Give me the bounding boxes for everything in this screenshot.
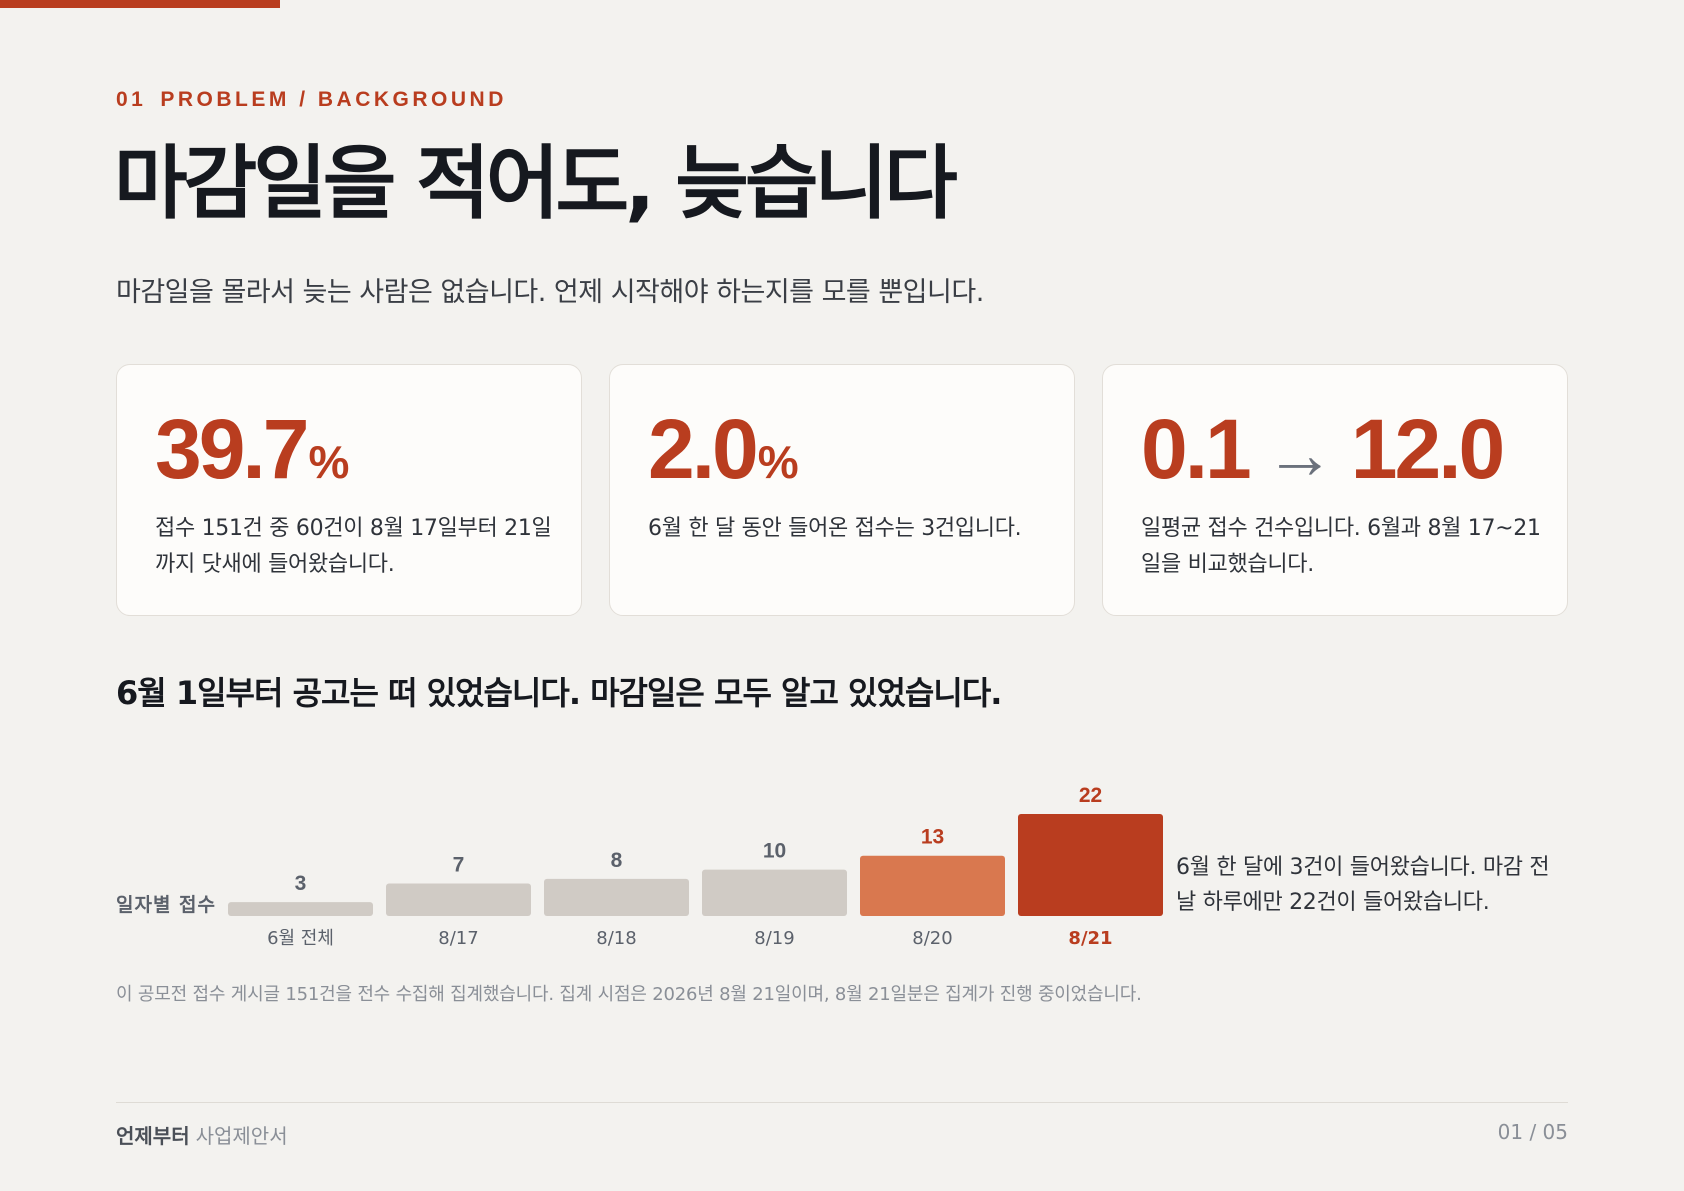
right-arrow-icon: → bbox=[1264, 415, 1335, 493]
bar-category-label: 8/17 bbox=[438, 928, 478, 949]
stat-unit: % bbox=[757, 436, 799, 488]
document-type: 사업제안서 bbox=[195, 1124, 288, 1148]
bar-value-label: 10 bbox=[763, 840, 786, 863]
stat-value: 0.1 → 12.0 bbox=[1141, 401, 1505, 498]
bar-2 bbox=[544, 878, 689, 916]
chart-axis-label: 일자별 접수 bbox=[116, 894, 217, 916]
slide-page: 01 PROBLEM / BACKGROUND 마감일을 적어도, 늦습니다 마감… bbox=[114, 0, 1568, 1191]
stat-number: 2.0 bbox=[648, 402, 759, 496]
stat-description: 접수 151건 중 60건이 8월 17일부터 21일까지 닷새에 들어왔습니다… bbox=[155, 516, 552, 577]
footer-divider bbox=[116, 1102, 1568, 1103]
bar-value-label: 8 bbox=[611, 849, 623, 872]
footer-brand: 언제부터 사업제안서 bbox=[116, 1120, 288, 1149]
data-source-note: 이 공모전 접수 게시글 151건을 전수 수집해 집계했습니다. 집계 시점은… bbox=[116, 984, 1142, 1005]
bar-5 bbox=[1018, 814, 1163, 916]
stat-value: 39.7% bbox=[155, 401, 349, 498]
stat-card-concentration: 39.7% 접수 151건 중 60건이 8월 17일부터 21일까지 닷새에 … bbox=[116, 364, 582, 616]
bar-chart-svg: 3 6월 전체 7 8/17 8 8/18 10 8/19 13 8/20 22 8/21 bbox=[228, 784, 1163, 949]
stat-unit: % bbox=[308, 436, 350, 488]
brand-name: 언제부터 bbox=[116, 1124, 190, 1148]
section-name: PROBLEM / BACKGROUND bbox=[160, 88, 507, 111]
bar-4 bbox=[860, 855, 1005, 916]
page-title: 마감일을 적어도, 늦습니다 bbox=[114, 137, 958, 230]
bar-chart: 일자별 접수 3 6월 전체 7 8/17 8 8/18 10 8/19 13 8/20 22 8/2… bbox=[116, 770, 1568, 950]
stat-card-daily-average: 0.1 → 12.0 일평균 접수 건수입니다. 6월과 8월 17~21일을 비교… bbox=[1102, 364, 1568, 616]
bar-3 bbox=[702, 869, 847, 916]
section-label: 01 PROBLEM / BACKGROUND bbox=[116, 88, 507, 112]
stat-number-from: 0.1 bbox=[1141, 402, 1252, 496]
bar-1 bbox=[386, 883, 531, 916]
bar-value-label: 13 bbox=[921, 826, 944, 849]
bar-value-label: 3 bbox=[295, 872, 307, 895]
bar-0 bbox=[228, 902, 373, 916]
stat-cards: 39.7% 접수 151건 중 60건이 8월 17일부터 21일까지 닷새에 … bbox=[116, 364, 1568, 618]
stat-description: 일평균 접수 건수입니다. 6월과 8월 17~21일을 비교했습니다. bbox=[1141, 516, 1541, 577]
page-subtitle: 마감일을 몰라서 늦는 사람은 없습니다. 언제 시작해야 하는지를 모를 뿐입… bbox=[116, 277, 984, 308]
bar-category-label: 8/20 bbox=[912, 928, 952, 949]
bar-value-label: 22 bbox=[1079, 784, 1102, 807]
bar-category-label: 6월 전체 bbox=[267, 928, 334, 949]
top-accent-bar bbox=[0, 0, 280, 8]
stat-number: 39.7 bbox=[155, 402, 309, 496]
chart-heading: 6월 1일부터 공고는 떠 있었습니다. 마감일은 모두 알고 있었습니다. bbox=[116, 674, 1002, 712]
bar-category-label: 8/18 bbox=[596, 928, 636, 949]
stat-description: 6월 한 달 동안 들어온 접수는 3건입니다. bbox=[648, 516, 1022, 541]
bar-category-label: 8/21 bbox=[1068, 928, 1112, 949]
bar-category-label: 8/19 bbox=[754, 928, 794, 949]
section-number: 01 bbox=[116, 88, 147, 111]
chart-annotation: 6월 한 달에 3건이 들어왔습니다. 마감 전날 하루에만 22건이 들어왔습… bbox=[1176, 855, 1550, 915]
stat-value: 2.0% bbox=[648, 401, 799, 498]
bar-value-label: 7 bbox=[453, 854, 465, 877]
page-number: 01 / 05 bbox=[1497, 1120, 1568, 1144]
stat-card-june-share: 2.0% 6월 한 달 동안 들어온 접수는 3건입니다. bbox=[609, 364, 1075, 616]
stat-number-to: 12.0 bbox=[1350, 402, 1505, 496]
